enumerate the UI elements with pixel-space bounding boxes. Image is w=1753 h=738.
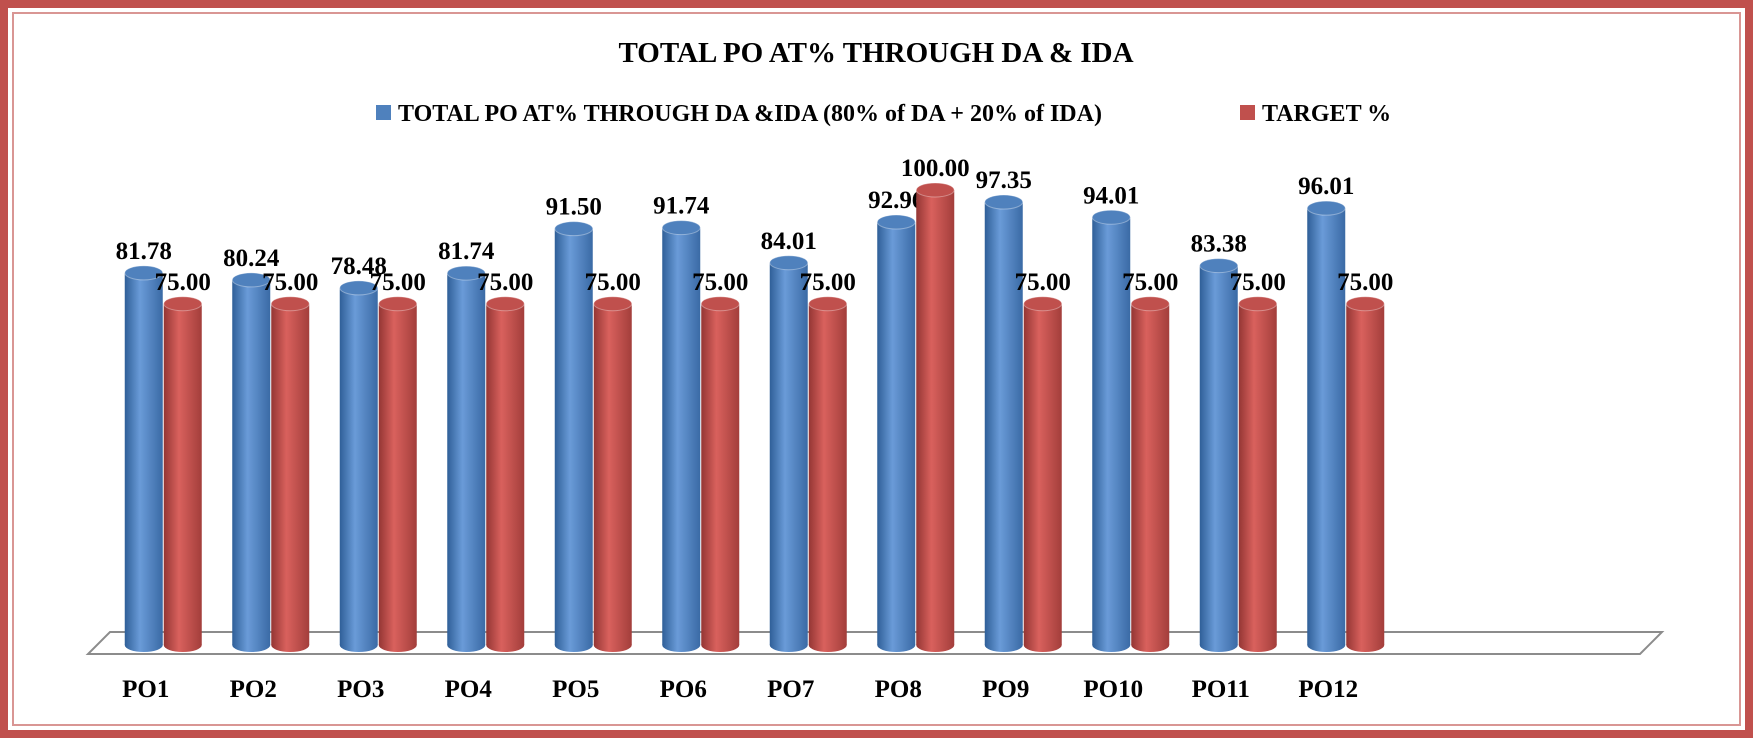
data-label: 75.00 [692,269,748,296]
bar [1023,303,1062,645]
bar [1346,303,1385,645]
bar [769,262,808,645]
data-label: 81.78 [116,238,172,265]
floor [85,631,1665,655]
bar-top [163,296,203,312]
bar [339,287,378,645]
bar-top [661,220,701,236]
bar-top [1238,296,1278,312]
data-label: 75.00 [585,269,641,296]
bar [662,227,701,645]
bar [1092,217,1131,645]
data-label: 92.96 [868,187,924,214]
bar [808,303,847,645]
data-label: 75.00 [1337,269,1393,296]
bar [163,303,202,645]
bar-top [270,296,310,312]
bar [378,303,417,645]
data-label: 75.00 [1015,269,1071,296]
bar [701,303,740,645]
bar [271,303,310,645]
data-label: 75.00 [155,269,211,296]
data-label: 100.00 [901,155,970,182]
bar [554,228,593,646]
data-label: 75.00 [1230,269,1286,296]
data-label: 81.74 [438,238,495,265]
bar [447,273,486,645]
data-label: 83.38 [1191,231,1247,258]
data-label: 91.50 [546,194,602,221]
data-label: 78.48 [331,253,387,280]
legend-label: TOTAL PO AT% THROUGH DA &IDA (80% of DA … [398,101,1102,127]
data-label: 96.01 [1298,173,1354,200]
x-tick-label: PO2 [230,676,277,703]
x-tick-label: PO12 [1298,676,1358,703]
data-label: 97.35 [976,167,1032,194]
data-label: 75.00 [370,269,426,296]
bar-top [1130,296,1170,312]
bar-top [593,296,633,312]
bar [984,202,1023,645]
bar-top [915,182,955,198]
bar-top [231,272,271,288]
legend-swatch [1240,105,1255,120]
bar-top [769,255,809,271]
bar [1131,303,1170,645]
bar [916,190,955,645]
x-tick-label: PO4 [445,676,493,703]
bar-top [554,221,594,237]
data-label: 75.00 [800,269,856,296]
bar-top [876,214,916,230]
bar [877,222,916,646]
bar-top [446,265,486,281]
x-tick-label: PO5 [552,676,599,703]
bar-top [1306,200,1346,216]
bar [1199,265,1238,645]
data-label: 80.24 [223,245,280,272]
data-label: 75.00 [477,269,533,296]
data-label: 84.01 [761,228,817,255]
data-label: 91.74 [653,193,710,220]
bar-top [700,296,740,312]
x-tick-label: PO1 [122,676,169,703]
bar [1238,303,1277,645]
x-tick-label: PO6 [660,676,707,703]
bar-top [1091,209,1131,225]
chart-title: TOTAL PO AT% THROUGH DA & IDA [618,37,1133,69]
legend-swatch [376,105,391,120]
x-tick-label: PO11 [1192,676,1250,703]
legend-label: TARGET % [1262,101,1391,127]
bar-top [1345,296,1385,312]
x-tick-label: PO3 [337,676,384,703]
x-tick-label: PO10 [1083,676,1143,703]
bar [593,303,632,645]
bar [486,303,525,645]
bar-top [485,296,525,312]
bar-top [984,194,1024,210]
bar [124,272,163,645]
data-label: 94.01 [1083,182,1139,209]
bar-top [808,296,848,312]
bar-top [124,265,164,281]
data-label: 75.00 [1122,269,1178,296]
bar [1307,208,1346,646]
bar-top [378,296,418,312]
inner-frame [12,12,1741,726]
bar-top [1199,258,1239,274]
x-tick-label: PO8 [875,676,922,703]
x-tick-label: PO9 [982,676,1029,703]
bar-top [339,280,379,296]
data-label: 75.00 [262,269,318,296]
bar-top [1023,296,1063,312]
x-tick-label: PO7 [767,676,814,703]
bar [232,279,271,645]
